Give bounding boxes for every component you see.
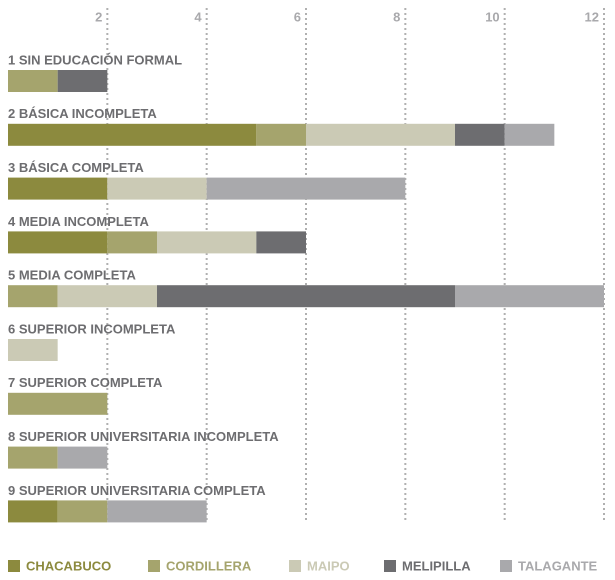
bar xyxy=(8,500,58,523)
category-label: 3 BÁSICA COMPLETA xyxy=(8,160,144,175)
bar xyxy=(8,285,58,308)
bar xyxy=(8,123,257,146)
legend-swatch xyxy=(148,560,160,572)
legend-swatch xyxy=(8,560,20,572)
bar xyxy=(8,392,108,415)
category-label: 6 SUPERIOR INCOMPLETA xyxy=(8,321,176,336)
category-label: 9 SUPERIOR UNIVERSITARIA COMPLETA xyxy=(8,483,266,498)
legend-label: MELIPILLA xyxy=(402,558,471,573)
legend-label: MAIPO xyxy=(307,558,350,573)
x-tick-label: 10 xyxy=(485,9,499,24)
bar xyxy=(8,446,58,469)
x-tick-label: 12 xyxy=(585,9,599,24)
bar xyxy=(306,123,455,146)
x-tick-label: 8 xyxy=(393,9,400,24)
x-tick-label: 6 xyxy=(294,9,301,24)
legend-swatch xyxy=(384,560,396,572)
bar xyxy=(8,70,58,92)
bar xyxy=(8,339,58,361)
bar xyxy=(157,285,455,308)
x-tick-label: 2 xyxy=(95,9,102,24)
category-label: 2 BÁSICA INCOMPLETA xyxy=(8,106,157,121)
bar xyxy=(256,231,306,254)
bar xyxy=(504,123,555,146)
category-label: 5 MEDIA COMPLETA xyxy=(8,268,136,283)
category-label: 1 SIN EDUCACIÓN FORMAL xyxy=(8,52,182,67)
category-label: 8 SUPERIOR UNIVERSITARIA INCOMPLETA xyxy=(8,429,279,444)
category-label: 4 MEDIA INCOMPLETA xyxy=(8,214,149,229)
bar xyxy=(8,231,108,254)
bar xyxy=(57,285,157,308)
bar xyxy=(256,123,306,146)
legend-swatch xyxy=(289,560,301,572)
bar xyxy=(455,285,604,308)
bar xyxy=(57,500,108,523)
bar xyxy=(455,123,505,146)
legend-label: CHACABUCO xyxy=(26,558,111,573)
x-tick-label: 4 xyxy=(194,9,202,24)
legend-label: CORDILLERA xyxy=(166,558,252,573)
bar xyxy=(107,177,207,200)
bar xyxy=(57,70,108,92)
bar xyxy=(157,231,257,254)
bar xyxy=(107,500,207,523)
bar xyxy=(107,231,157,254)
legend-swatch xyxy=(500,560,512,572)
bar xyxy=(57,446,108,469)
bar xyxy=(206,177,406,200)
legend-label: TALAGANTE xyxy=(518,558,598,573)
category-label: 7 SUPERIOR COMPLETA xyxy=(8,375,163,390)
bar xyxy=(8,177,108,200)
